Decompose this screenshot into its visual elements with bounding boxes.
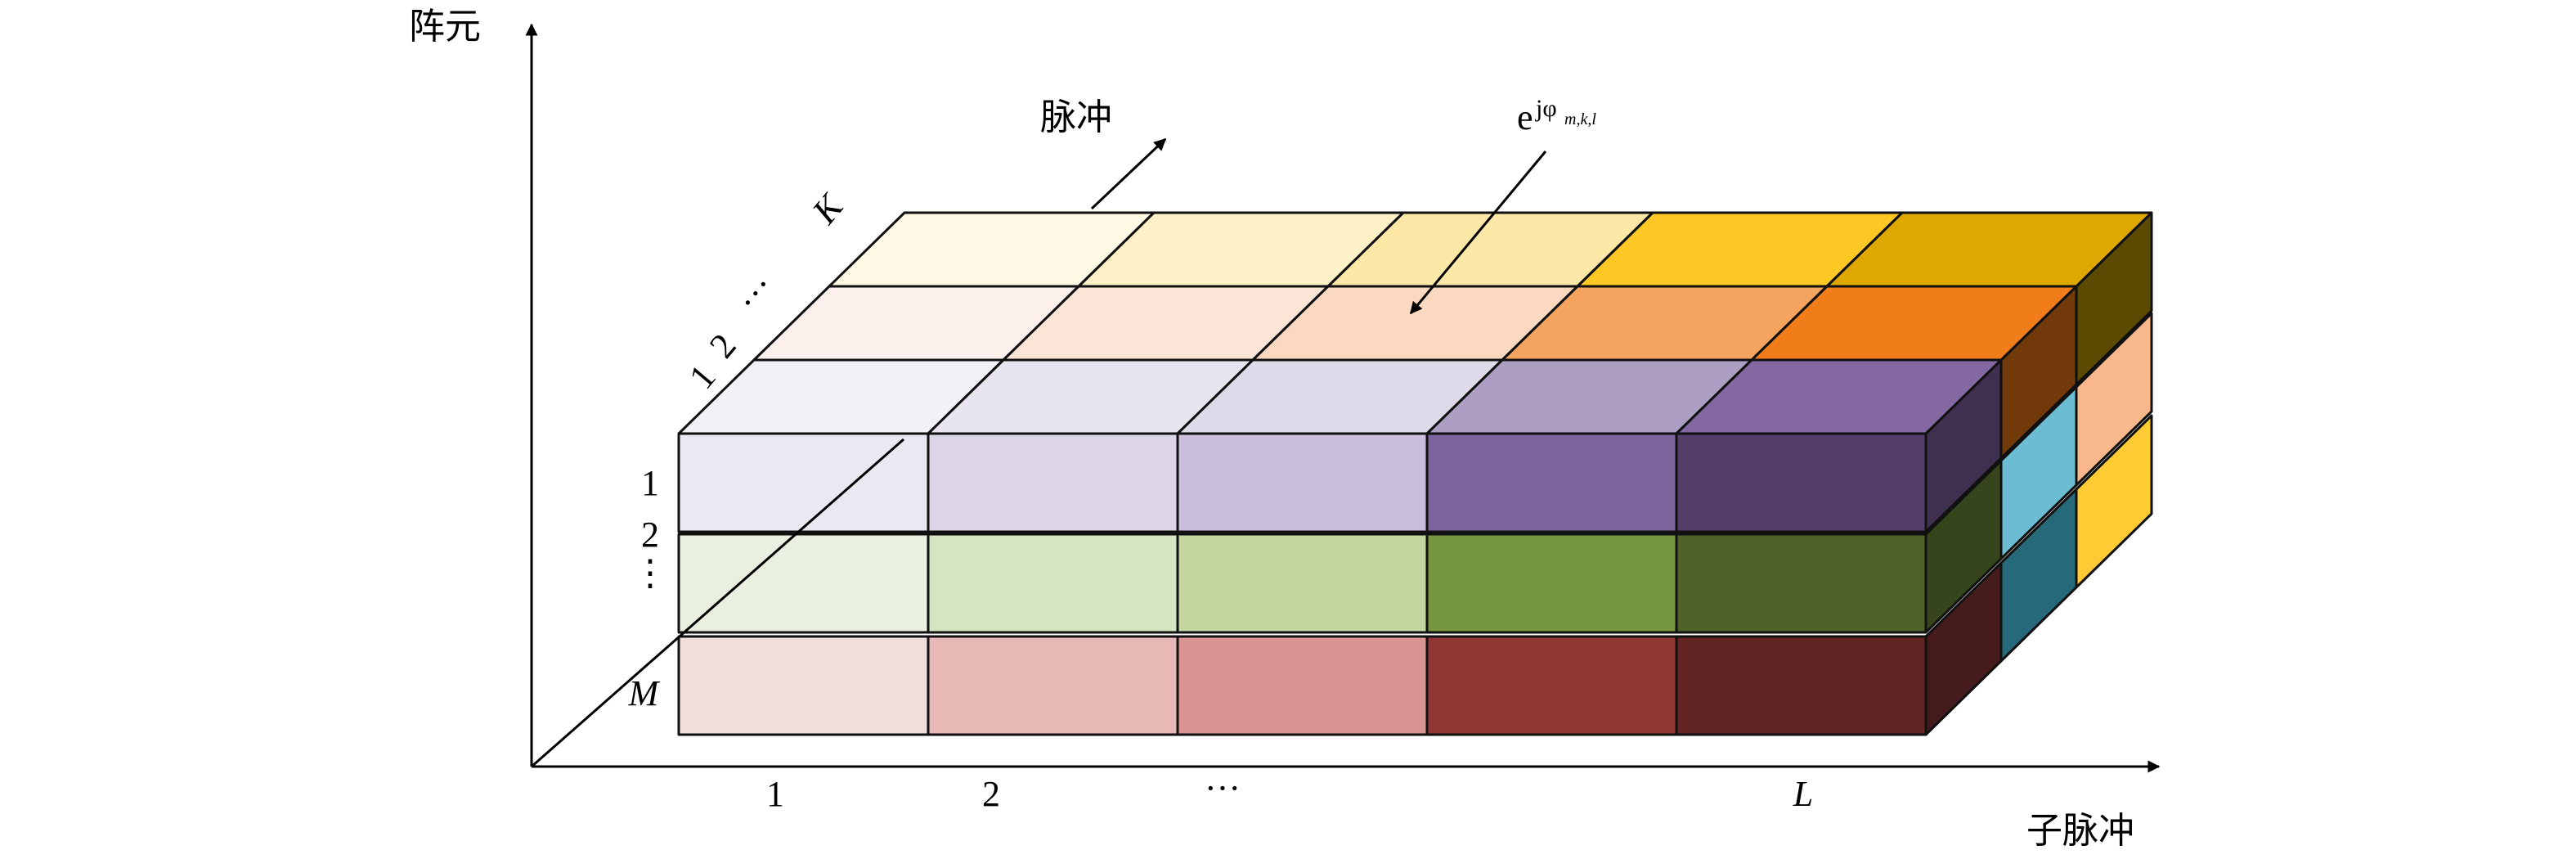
- front-cell-row1-col2: [927, 432, 1179, 533]
- front-cell-row1-col4: [1425, 432, 1678, 533]
- pulse-label: 脉冲: [1040, 97, 1112, 138]
- front-cell-row3-col2: [927, 635, 1179, 736]
- front-cell-row1-col3: [1176, 432, 1429, 533]
- phase-subscript: m,k,l: [1564, 110, 1596, 128]
- depth-axis-line: [531, 438, 904, 768]
- data-cube-blocks: [677, 211, 2153, 736]
- subpulse-tick-L: L: [1793, 774, 1813, 814]
- front-cell-row3-col1: [677, 635, 930, 736]
- pulse-arrow: [1090, 137, 1167, 210]
- axes: [525, 23, 2161, 773]
- front-cell-row2-col5: [1675, 533, 1928, 634]
- pulse-tick-K: K: [804, 186, 852, 232]
- horizontal-axis-label: 子脉冲: [2026, 810, 2134, 852]
- subpulse-tick-ellipsis: ···: [1205, 768, 1241, 808]
- front-cell-row3-col5: [1675, 635, 1928, 736]
- front-cell-row2-col1: [677, 533, 930, 634]
- subpulse-tick-2: 2: [982, 774, 1000, 814]
- phase-superscript: jφ: [1535, 95, 1557, 122]
- phase-annotation: e jφ m,k,l: [1517, 95, 1596, 137]
- front-cell-row2-col4: [1425, 533, 1678, 634]
- element-tick-1: 1: [641, 463, 659, 503]
- element-tick-vdots: ⋮: [632, 553, 668, 593]
- front-cell-row1-col1: [677, 432, 930, 533]
- pulse-tick-1: 1: [681, 358, 724, 397]
- element-tick-2: 2: [641, 515, 659, 555]
- front-cell-row1-col5: [1675, 432, 1928, 533]
- front-cell-row3-col4: [1425, 635, 1678, 736]
- element-tick-M: M: [628, 673, 661, 713]
- vertical-axis-label: 阵元: [409, 6, 481, 47]
- front-cell-row2-col2: [927, 533, 1179, 634]
- phase-base: e: [1517, 97, 1533, 137]
- pulse-tick-2: 2: [702, 326, 744, 366]
- front-cell-row2-col3: [1176, 533, 1429, 634]
- pulse-tick-ellipsis: ···: [729, 267, 783, 320]
- phase-pointer-arrow: [1409, 151, 1547, 315]
- subpulse-tick-1: 1: [766, 774, 784, 814]
- front-cell-row3-col3: [1176, 635, 1429, 736]
